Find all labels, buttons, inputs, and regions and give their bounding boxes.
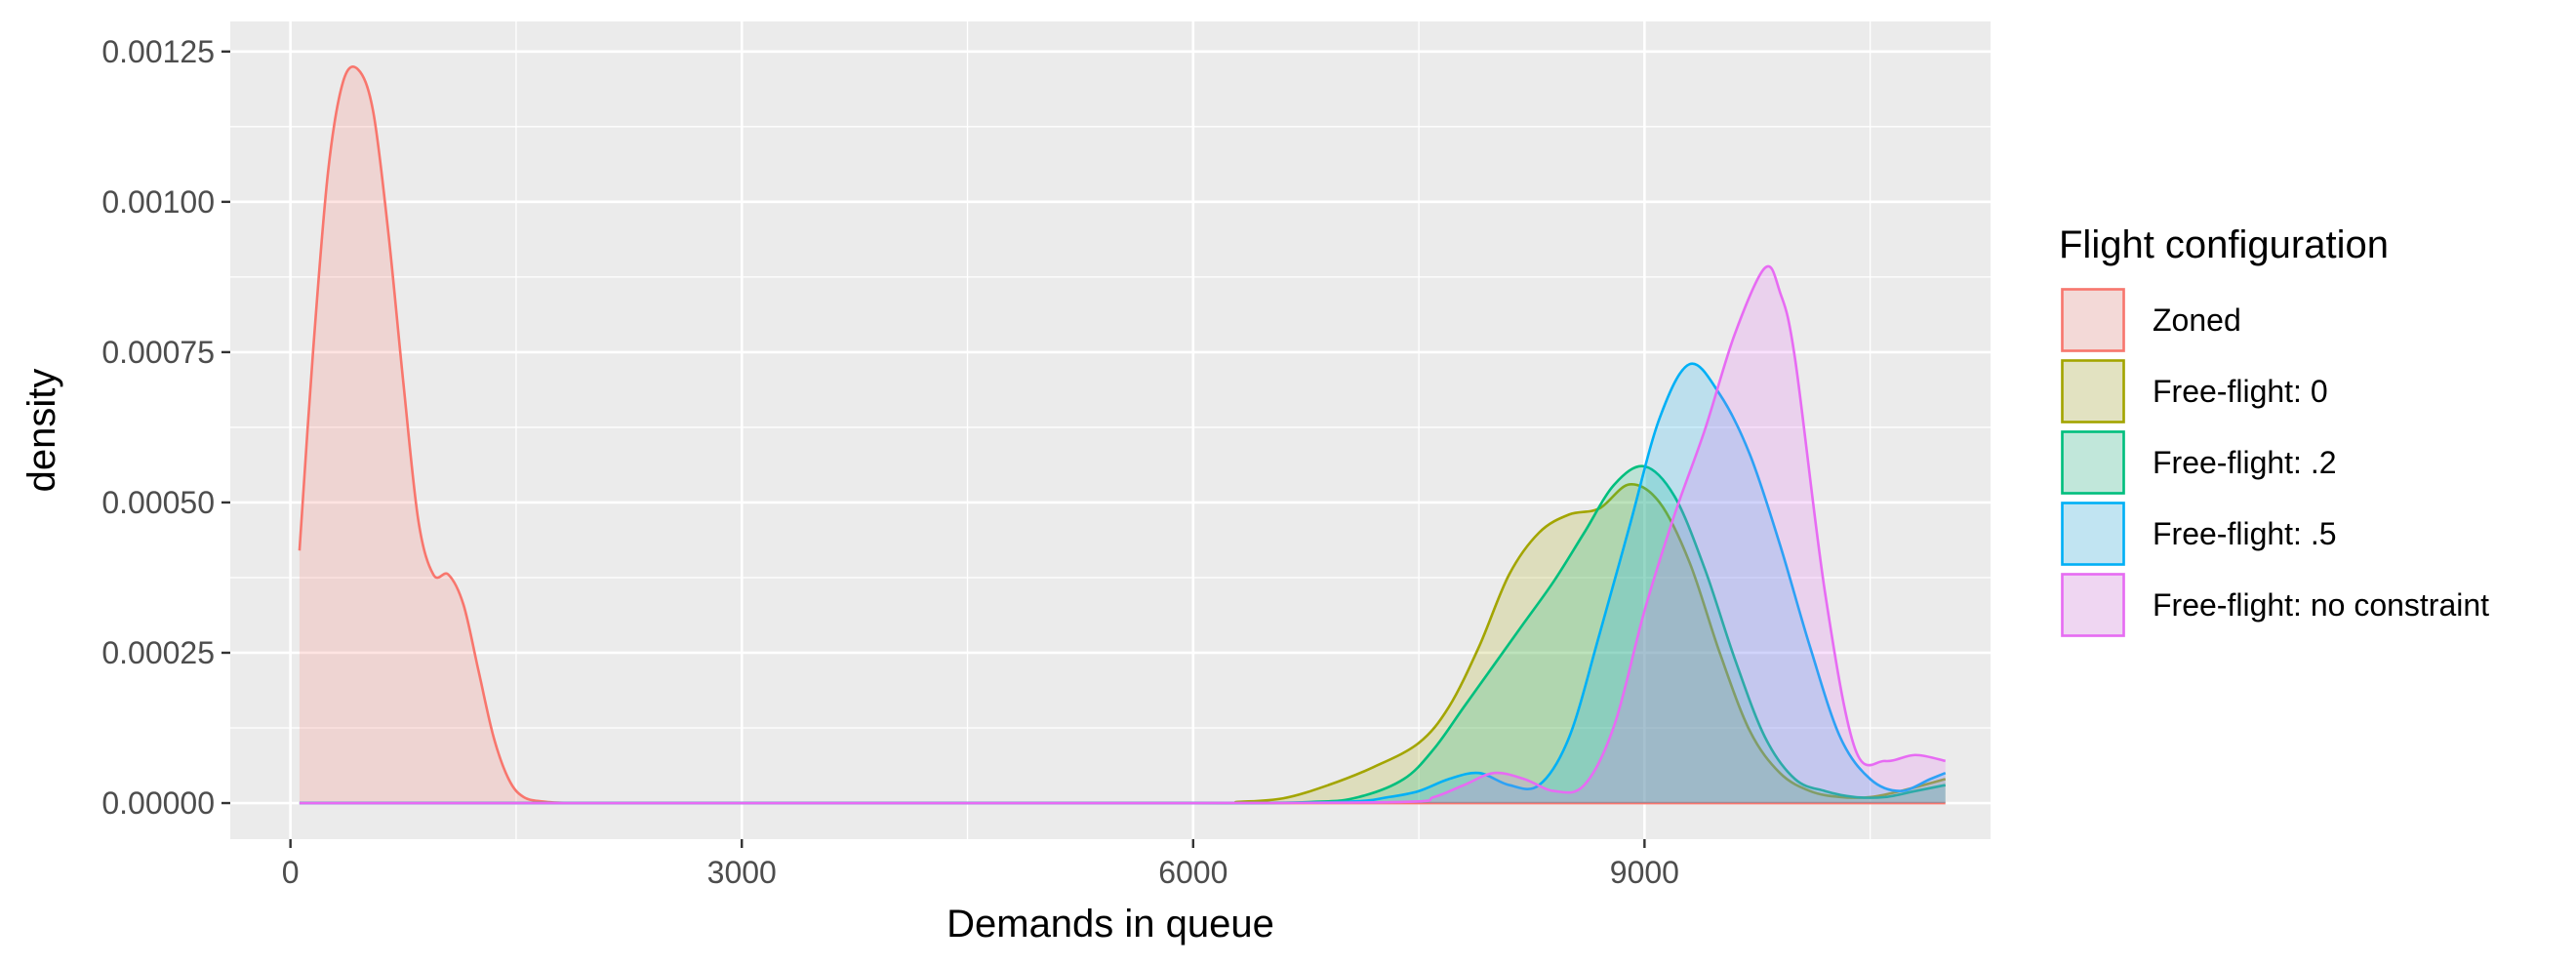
y-tick-label: 0.00100 <box>101 184 215 220</box>
major-gridlines <box>230 21 1991 839</box>
legend-key-zoned <box>2061 288 2125 352</box>
x-tick-label: 3000 <box>707 855 777 890</box>
legend-label-free-flight-0: Free-flight: 0 <box>2153 374 2328 409</box>
x-axis: 0 3000 6000 9000 <box>282 839 1679 890</box>
legend-title: Flight configuration <box>2059 223 2389 266</box>
legend-label-free-flight-5: Free-flight: .5 <box>2153 516 2337 551</box>
legend-key-free-flight-0 <box>2061 359 2125 423</box>
legend-key-free-flight-no-constraint <box>2061 573 2125 637</box>
legend-key-background <box>2061 502 2125 566</box>
legend-label-free-flight-2: Free-flight: .2 <box>2153 445 2337 480</box>
legend-label-zoned: Zoned <box>2153 302 2241 338</box>
x-tick-label: 9000 <box>1610 855 1679 890</box>
x-tick-label: 0 <box>282 855 300 890</box>
legend-key-free-flight-5 <box>2061 502 2125 566</box>
y-tick-label: 0.00125 <box>101 34 215 69</box>
y-tick-label: 0.00000 <box>101 785 215 821</box>
y-tick-label: 0.00050 <box>101 485 215 520</box>
legend-key-background <box>2061 288 2125 352</box>
y-axis-title: density <box>20 369 63 493</box>
x-tick-label: 6000 <box>1158 855 1228 890</box>
legend-label-free-flight-no-constraint: Free-flight: no constraint <box>2153 587 2489 623</box>
legend-key-background <box>2061 430 2125 495</box>
density-area-free-flight-2 <box>299 465 1946 804</box>
y-tick-label: 0.00025 <box>101 635 215 670</box>
legend-key-background <box>2061 359 2125 423</box>
density-area-zoned <box>299 66 1946 804</box>
y-axis: 0.00000 0.00025 0.00050 0.00075 0.00100 0.001… <box>101 34 230 821</box>
legend-key-background <box>2061 573 2125 637</box>
legend-key-free-flight-2 <box>2061 430 2125 495</box>
minor-gridlines <box>230 21 1991 839</box>
density-area-free-flight-5 <box>299 363 1946 804</box>
y-tick-label: 0.00075 <box>101 335 215 370</box>
density-area-free-flight-no-constraint <box>299 265 1946 804</box>
plot-panel <box>230 21 1991 839</box>
x-axis-title: Demands in queue <box>946 903 1274 946</box>
density-area-free-flight-0 <box>299 484 1946 804</box>
series-layer <box>298 65 1947 805</box>
legend: Flight configuration Zoned Free-flight: 0… <box>2059 223 2489 637</box>
density-line-free-flight-no-constraint <box>299 264 1947 805</box>
